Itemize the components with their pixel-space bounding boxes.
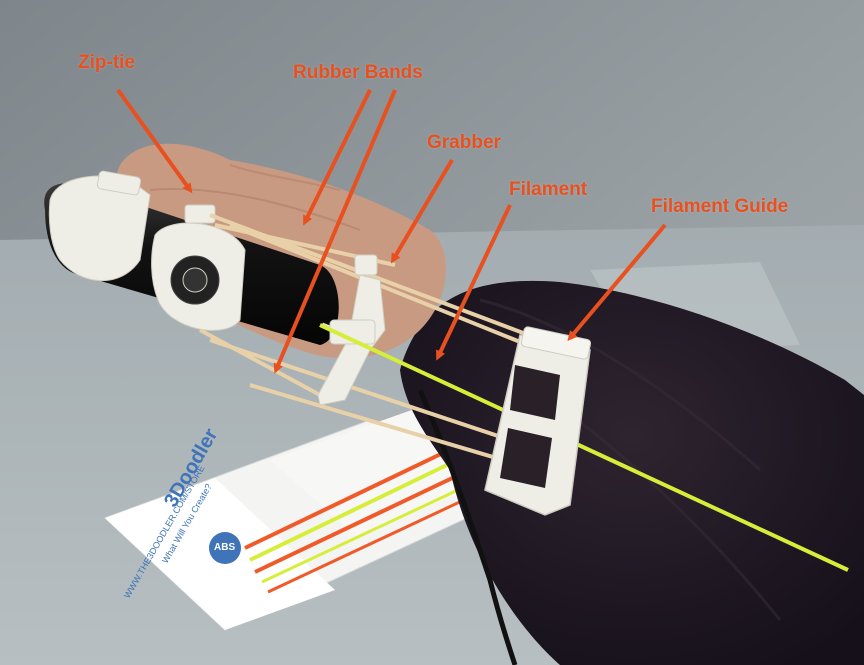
filament-guide-part bbox=[484, 326, 592, 516]
label-zip-tie: Zip-tie bbox=[78, 52, 135, 73]
abs-badge-circle bbox=[209, 532, 241, 564]
label-filament-guide: Filament Guide bbox=[651, 196, 789, 217]
filament-strand bbox=[319, 323, 849, 572]
printed-parts bbox=[48, 170, 246, 331]
label-grabber: Grabber bbox=[427, 132, 501, 153]
label-filament: Filament bbox=[509, 179, 588, 200]
package-material-badge: ABS bbox=[214, 542, 236, 553]
label-rubber-bands: Rubber Bands bbox=[293, 62, 423, 83]
